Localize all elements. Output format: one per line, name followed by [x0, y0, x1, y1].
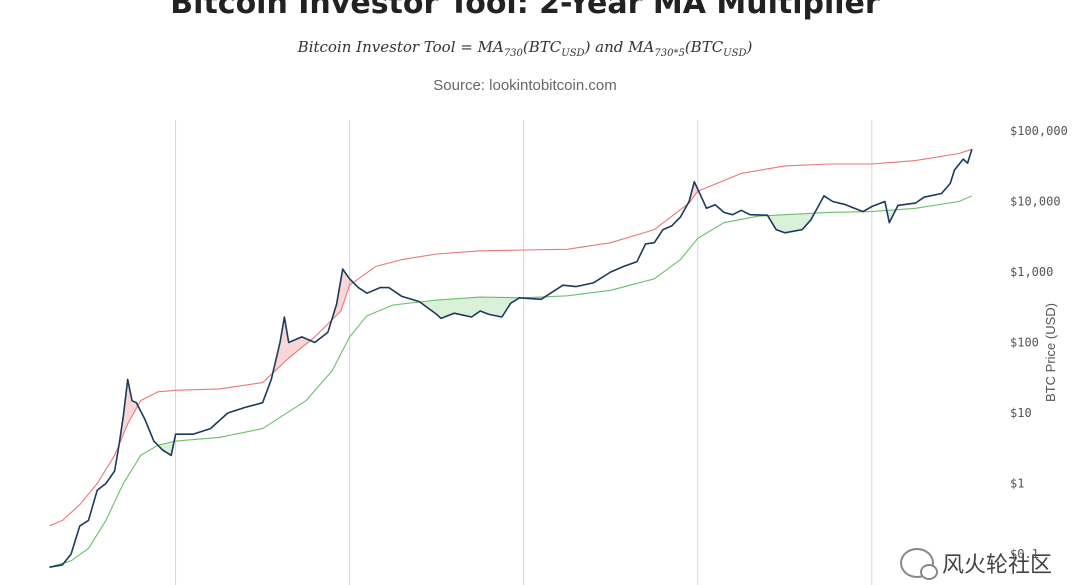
source-label: Source: lookintobitcoin.com [433, 77, 617, 94]
y-tick-label-6: $0.1 [1010, 547, 1039, 561]
watermark-text: 风火轮社区 [941, 553, 1052, 578]
y-tick-label-3: $100 [1010, 336, 1039, 350]
chart-title: Bitcoin Investor Tool: 2-Year MA Multipl… [170, 0, 880, 21]
series-line-2-year-ma-x5 [49, 148, 973, 527]
watermark: 风火轮社区 [899, 547, 1052, 580]
band-fills [50, 181, 896, 567]
chat-bubble-icon [899, 548, 938, 580]
y-tick-label-0: $100,000 [1010, 124, 1068, 138]
band-fill-5 [158, 441, 174, 456]
y-tick-label-1: $10,000 [1010, 195, 1061, 209]
series-lines [49, 148, 973, 568]
series-line-2-year-ma [49, 195, 973, 568]
y-tick-label-4: $10 [1010, 406, 1032, 420]
formula-subtitle: Bitcoin Investor Tool = MA730(BTCUSD) an… [297, 38, 753, 59]
y-axis-label: BTC Price (USD) [1043, 303, 1058, 402]
x-gridlines [175, 120, 873, 585]
y-axis-ticks: $100,000 $10,000 $1,000 $100 $10 $1 $0.1 [1010, 124, 1068, 561]
y-tick-label-5: $1 [1010, 477, 1024, 491]
series-line-btc-price [49, 149, 973, 568]
y-tick-label-2: $1,000 [1010, 265, 1053, 279]
band-fill-6 [420, 296, 545, 319]
band-fill-2 [332, 269, 354, 320]
band-fill-0 [119, 379, 138, 443]
